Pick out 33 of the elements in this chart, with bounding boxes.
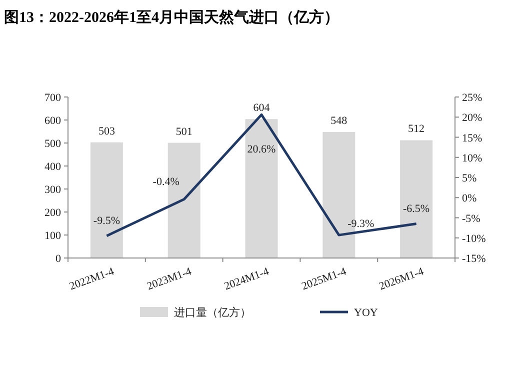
data-label: -9.5% bbox=[93, 214, 120, 227]
y2-tick-label: 0% bbox=[462, 192, 477, 205]
bar bbox=[245, 119, 278, 258]
chart-title: 图13：2022-2026年1至4月中国天然气进口（亿方） bbox=[4, 8, 339, 26]
data-label: 548 bbox=[330, 114, 348, 127]
data-label: -0.4% bbox=[152, 176, 180, 188]
data-label: 604 bbox=[253, 102, 270, 114]
y-tick-label: 300 bbox=[44, 184, 62, 196]
y2-tick-label: -5% bbox=[462, 212, 480, 225]
y2-tick-label: 10% bbox=[462, 152, 482, 164]
y2-tick-label: 5% bbox=[462, 172, 477, 184]
y-tick-label: 200 bbox=[44, 207, 62, 219]
y2-tick-label: 15% bbox=[462, 132, 482, 144]
y2-tick-label: 20% bbox=[462, 112, 482, 124]
data-label: 501 bbox=[176, 126, 192, 138]
y2-tick-label: -15% bbox=[462, 253, 486, 265]
data-label: 503 bbox=[98, 125, 116, 138]
bar bbox=[90, 142, 123, 258]
y-tick-label: 100 bbox=[44, 230, 62, 242]
bar bbox=[400, 140, 433, 258]
legend-label: YOY bbox=[354, 307, 378, 319]
y-tick-label: 0 bbox=[56, 253, 62, 265]
data-label: -6.5% bbox=[403, 202, 430, 215]
data-label: -9.3% bbox=[348, 218, 374, 230]
data-label: 512 bbox=[408, 123, 425, 136]
y-tick-label: 600 bbox=[44, 115, 62, 127]
y-tick-label: 500 bbox=[44, 138, 62, 150]
data-label: 20.6% bbox=[247, 144, 276, 156]
y2-tick-label: -10% bbox=[462, 232, 486, 245]
y-tick-label: 700 bbox=[44, 92, 62, 104]
legend-label: 进口量（亿方） bbox=[174, 306, 251, 319]
y2-tick-label: 25% bbox=[462, 92, 482, 104]
y-tick-label: 400 bbox=[44, 161, 62, 173]
